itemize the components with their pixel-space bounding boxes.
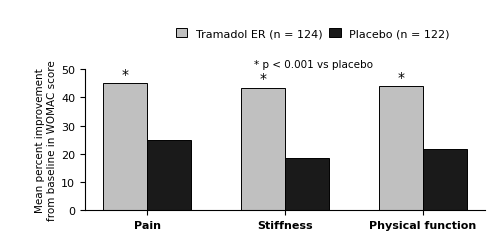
Y-axis label: Mean percent improvement
from baseline in WOMAC score: Mean percent improvement from baseline i…	[36, 60, 57, 220]
Bar	[378, 87, 422, 210]
Text: * p < 0.001 vs placebo: * p < 0.001 vs placebo	[254, 60, 372, 70]
Bar	[148, 140, 192, 210]
Text: *: *	[397, 70, 404, 85]
Bar	[422, 150, 467, 210]
Bar	[103, 84, 148, 210]
Legend: Tramadol ER (n = 124), Placebo (n = 122): Tramadol ER (n = 124), Placebo (n = 122)	[176, 29, 450, 39]
Text: *: *	[122, 68, 128, 82]
Bar	[285, 158, 329, 210]
Text: *: *	[260, 72, 266, 86]
Bar	[241, 88, 285, 210]
